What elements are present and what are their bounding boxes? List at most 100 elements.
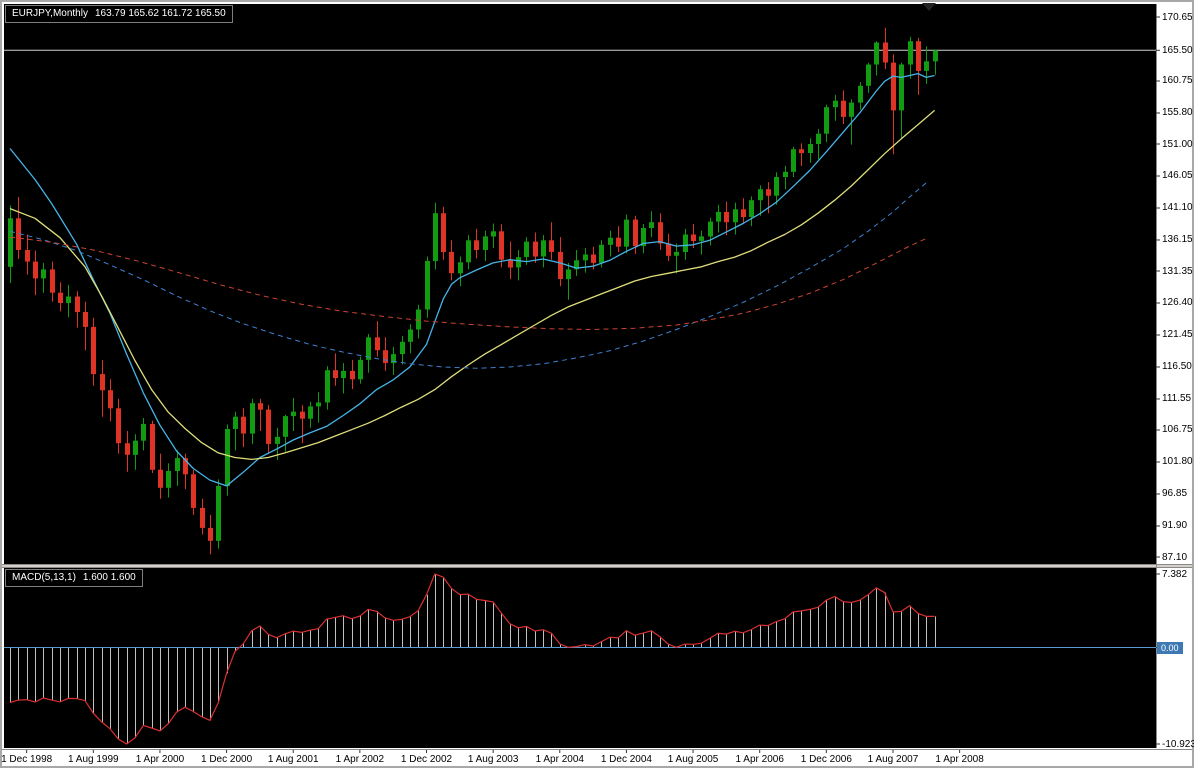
candle-up (583, 254, 588, 261)
candle-down (891, 62, 896, 111)
candle-up (358, 359, 363, 380)
candle-up (733, 209, 738, 223)
candle-up (933, 50, 938, 62)
candle-up (924, 61, 929, 71)
candle-down (183, 458, 188, 475)
candle-up (808, 144, 813, 153)
candle-down (883, 42, 888, 63)
main-panel-background[interactable] (4, 4, 1156, 564)
candle-up (758, 189, 763, 201)
candle-up (516, 257, 521, 268)
candle-up (166, 471, 171, 488)
candle-up (458, 262, 463, 274)
candle-up (291, 411, 296, 417)
candle-down (916, 41, 921, 71)
candle-up (874, 42, 879, 65)
candle-down (616, 237, 621, 247)
ma-medium-dashed-line (9, 182, 927, 369)
candle-up (466, 240, 471, 263)
candle-down (116, 408, 121, 444)
candle-down (841, 100, 846, 117)
candle-up (175, 458, 180, 471)
candle-up (541, 240, 546, 257)
panel-divider[interactable] (0, 564, 1194, 568)
candle-down (191, 474, 196, 508)
candle-up (400, 341, 405, 355)
candle-up (641, 228, 646, 247)
candle-down (633, 219, 638, 247)
candle-up (225, 429, 230, 486)
candle-down (266, 409, 271, 444)
candle-down (658, 222, 663, 244)
candle-down (100, 374, 105, 391)
candle-up (908, 41, 913, 65)
candle-up (708, 221, 713, 237)
candle-up (824, 107, 829, 134)
candle-down (499, 231, 504, 260)
candle-up (233, 416, 238, 429)
macd-histogram (10, 574, 936, 744)
candle-up (325, 370, 330, 403)
candle-up (275, 436, 280, 444)
candle-up (866, 64, 871, 86)
candle-down (691, 234, 696, 241)
candle-up (250, 403, 255, 434)
indicator-values-label: 1.600 1.600 (82, 572, 136, 583)
candle-down (125, 443, 130, 455)
candle-up (849, 102, 854, 117)
candle-down (50, 269, 55, 293)
candle-down (766, 189, 771, 196)
candle-down (158, 469, 163, 488)
candle-down (83, 312, 88, 327)
indicator-panel-background[interactable] (4, 568, 1156, 748)
candle-down (258, 403, 263, 410)
candle-up (833, 100, 838, 108)
candle-up (858, 85, 863, 103)
candle-up (608, 237, 613, 245)
candle-down (91, 326, 96, 375)
ohlc-info-box: EURJPY,Monthly 163.79 165.62 161.72 165.… (5, 5, 233, 23)
candle-down (558, 251, 563, 279)
candle-up (683, 234, 688, 252)
candle-up (649, 222, 654, 228)
time-scale[interactable] (0, 750, 1194, 768)
candle-down (333, 370, 338, 378)
candle-down (474, 240, 479, 250)
candle-up (791, 149, 796, 172)
candle-up (316, 402, 321, 407)
candle-up (408, 329, 413, 342)
price-scale[interactable] (1156, 4, 1194, 748)
candle-up (8, 218, 13, 267)
candle-up (283, 416, 288, 437)
candle-down (449, 251, 454, 274)
candle-up (425, 261, 430, 310)
candle-up (816, 133, 821, 144)
candle-up (574, 260, 579, 270)
candle-up (66, 296, 71, 303)
symbol-period-label: EURJPY,Monthly (12, 8, 88, 19)
candle-up (391, 354, 396, 364)
candle-up (41, 269, 46, 279)
candle-down (799, 149, 804, 154)
candle-down (208, 527, 213, 541)
candle-up (216, 485, 221, 541)
candle-down (724, 211, 729, 223)
candle-down (25, 250, 30, 262)
ma-slow-line (9, 109, 936, 461)
candle-down (591, 254, 596, 263)
ohlc-values-label: 163.79 165.62 161.72 165.50 (94, 8, 226, 19)
candle-up (749, 200, 754, 217)
candle-up (433, 213, 438, 261)
candle-up (599, 244, 604, 263)
candle-up (674, 251, 679, 256)
right-shift-marker[interactable] (922, 3, 936, 11)
candle-up (366, 337, 371, 360)
candle-up (624, 219, 629, 247)
candle-down (666, 243, 671, 256)
candle-down (549, 240, 554, 252)
candle-up (483, 236, 488, 250)
candle-down (508, 259, 513, 268)
